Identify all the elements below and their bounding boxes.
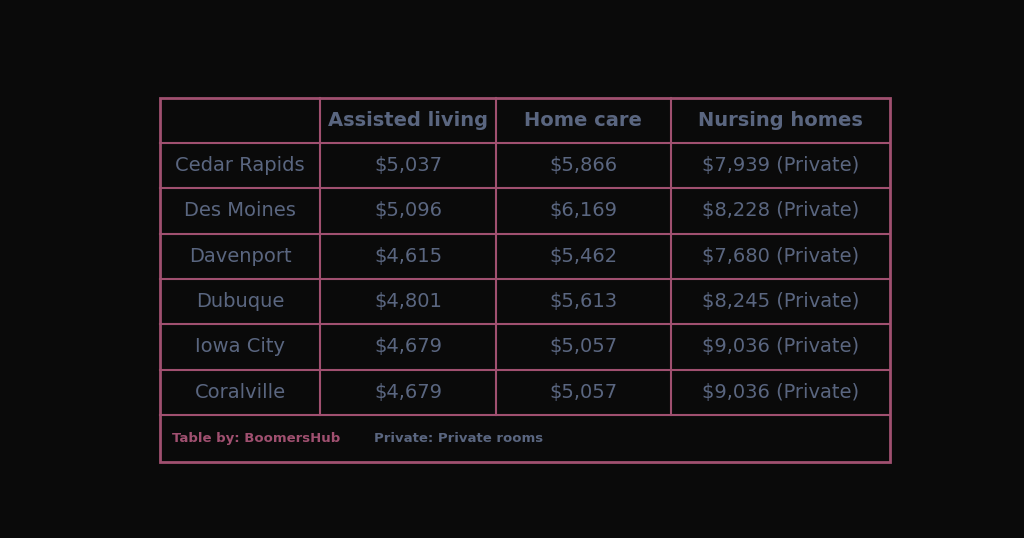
Text: Dubuque: Dubuque (196, 292, 285, 311)
Text: $5,037: $5,037 (374, 156, 442, 175)
Text: $4,679: $4,679 (374, 383, 442, 402)
Text: $5,096: $5,096 (374, 201, 442, 221)
Text: Coralville: Coralville (195, 383, 286, 402)
Text: $4,679: $4,679 (374, 337, 442, 356)
Text: $5,057: $5,057 (549, 337, 617, 356)
Text: Home care: Home care (524, 111, 642, 130)
Text: $9,036 (Private): $9,036 (Private) (701, 337, 859, 356)
Text: Assisted living: Assisted living (328, 111, 488, 130)
Text: $4,615: $4,615 (374, 247, 442, 266)
Text: $9,036 (Private): $9,036 (Private) (701, 383, 859, 402)
Text: $5,057: $5,057 (549, 383, 617, 402)
Text: $6,169: $6,169 (549, 201, 617, 221)
Text: Des Moines: Des Moines (184, 201, 296, 221)
Text: $7,680 (Private): $7,680 (Private) (701, 247, 859, 266)
Text: Iowa City: Iowa City (195, 337, 285, 356)
Text: Table by: BoomersHub: Table by: BoomersHub (172, 432, 340, 445)
Text: Nursing homes: Nursing homes (698, 111, 863, 130)
Text: Private: Private rooms: Private: Private rooms (374, 432, 543, 445)
Text: $8,228 (Private): $8,228 (Private) (701, 201, 859, 221)
Text: $5,866: $5,866 (549, 156, 617, 175)
Text: Davenport: Davenport (188, 247, 292, 266)
Text: $5,462: $5,462 (549, 247, 617, 266)
Text: $7,939 (Private): $7,939 (Private) (701, 156, 859, 175)
Text: $4,801: $4,801 (374, 292, 442, 311)
Text: $8,245 (Private): $8,245 (Private) (701, 292, 859, 311)
Text: $5,613: $5,613 (549, 292, 617, 311)
Text: Cedar Rapids: Cedar Rapids (175, 156, 305, 175)
